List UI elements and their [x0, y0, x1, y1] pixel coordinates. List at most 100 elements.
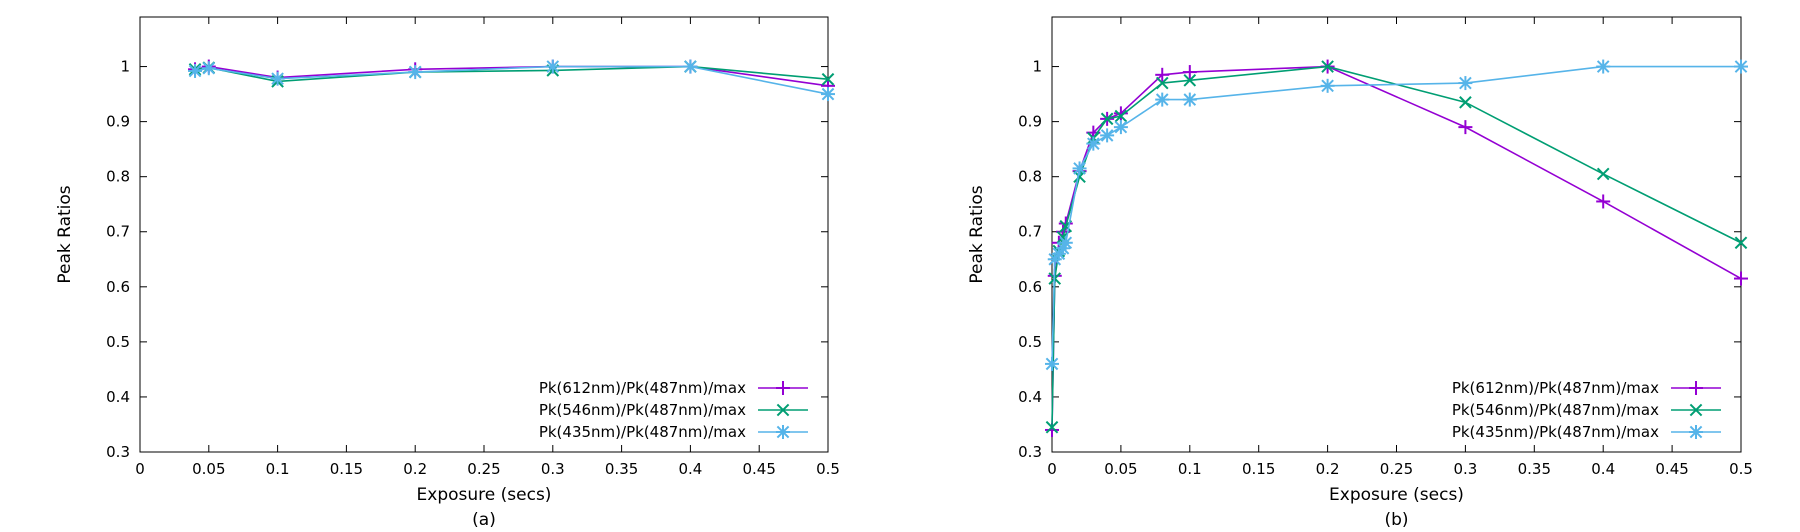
y-tick-label: 0.5	[106, 333, 130, 351]
x-tick-label: 0.3	[1453, 460, 1477, 478]
x-tick-label: 0.1	[1178, 460, 1202, 478]
y-tick-label: 1	[1032, 58, 1042, 76]
x-tick-label: 0.45	[1655, 460, 1688, 478]
x-tick-label: 0.45	[742, 460, 775, 478]
data-point	[1045, 356, 1059, 371]
x-tick-label: 0	[135, 460, 145, 478]
data-point	[1182, 65, 1197, 80]
y-tick-label: 0.9	[1018, 113, 1042, 131]
x-axis-title: Exposure (secs)	[417, 485, 552, 505]
legend-swatch-marker	[776, 403, 790, 417]
x-tick-label: 0.2	[1316, 460, 1340, 478]
chart-panel-b: 0 0.05 0.1 0.15 0.2 0.25 0.3 0.35 0.4 0.45 0.5 0.3 0…	[967, 16, 1753, 530]
data-point	[1114, 109, 1128, 123]
y-tick-label: 0.8	[106, 168, 130, 186]
legend-label: Pk(435nm)/Pk(487nm)/max	[539, 423, 746, 441]
y-tick-label: 0.4	[1018, 388, 1042, 406]
data-point	[1182, 92, 1197, 107]
series-3	[1045, 59, 1748, 371]
data-point	[1734, 236, 1748, 250]
series-line	[1051, 65, 1742, 428]
data-point	[1458, 76, 1473, 91]
y-axis-title: Peak Ratios	[55, 185, 75, 283]
y-tick-label: 1	[120, 58, 130, 76]
x-tick-label: 0.15	[1242, 460, 1275, 478]
data-point	[821, 87, 835, 102]
y-tick-label: 0.8	[1018, 168, 1042, 186]
legend-label: Pk(612nm)/Pk(487nm)/max	[539, 379, 746, 397]
data-point	[1459, 96, 1472, 109]
data-point	[1056, 241, 1071, 256]
y-tick-label: 0.7	[1018, 223, 1042, 241]
y-tick-label: 0.4	[106, 388, 130, 406]
x-tick-label: 0.3	[541, 460, 565, 478]
series-line	[1051, 65, 1741, 364]
legend-swatch-marker	[1689, 403, 1703, 417]
data-point	[545, 59, 560, 74]
x-tick-label: 0.1	[266, 460, 290, 478]
data-point	[1596, 59, 1611, 74]
x-tick-label: 0	[1047, 460, 1057, 478]
legend-swatch-marker	[1689, 381, 1703, 395]
legend-label: Pk(546nm)/Pk(487nm)/max	[1452, 401, 1659, 419]
data-point	[1100, 128, 1115, 143]
data-point	[821, 72, 835, 86]
x-tick-label: 0.35	[1518, 460, 1551, 478]
y-tick-label: 0.3	[106, 443, 130, 461]
legend-label: Pk(435nm)/Pk(487nm)/max	[1452, 423, 1659, 441]
legend-label: Pk(612nm)/Pk(487nm)/max	[1452, 379, 1659, 397]
x-tick-label: 0.25	[467, 460, 500, 478]
data-point	[1183, 74, 1197, 87]
x-axis-title: Exposure (secs)	[1329, 485, 1464, 505]
series-line	[1051, 65, 1742, 430]
x-tick-label: 0.5	[816, 460, 840, 478]
data-point	[1321, 60, 1334, 73]
data-point	[1072, 161, 1087, 176]
x-tick-label: 0.25	[1380, 460, 1413, 478]
y-tick-label: 0.6	[106, 278, 130, 296]
data-point	[1100, 112, 1114, 126]
legend: Pk(612nm)/Pk(487nm)/max Pk(546nm)/Pk(487n…	[1452, 379, 1721, 441]
series-2	[188, 60, 835, 88]
series-3	[188, 59, 835, 102]
data-point	[1155, 76, 1169, 90]
x-tick-label: 0.05	[192, 460, 225, 478]
series-line	[194, 65, 829, 87]
panel-caption: (b)	[1384, 510, 1408, 530]
data-point	[1734, 271, 1748, 286]
legend-swatch-marker	[1689, 425, 1703, 439]
x-tick-label: 0.05	[1104, 460, 1137, 478]
data-point	[1596, 167, 1610, 181]
y-axis-title: Peak Ratios	[967, 185, 987, 283]
x-tick-label: 0.2	[403, 460, 427, 478]
legend-swatch-marker	[776, 425, 790, 439]
x-tick-label: 0.35	[605, 460, 638, 478]
x-tick-label: 0.5	[1729, 460, 1753, 478]
y-tick-label: 0.5	[1018, 333, 1042, 351]
data-point	[1155, 92, 1170, 107]
data-point	[1320, 78, 1335, 93]
data-point	[1045, 420, 1059, 434]
y-tick-label: 0.6	[1018, 278, 1042, 296]
y-tick-label: 0.3	[1018, 443, 1042, 461]
data-point	[408, 65, 423, 80]
series-2	[1045, 60, 1748, 434]
data-point	[1113, 120, 1128, 135]
data-point	[1155, 67, 1170, 82]
data-point	[1596, 194, 1611, 209]
data-point	[1734, 59, 1748, 74]
panel-caption: (a)	[472, 510, 496, 530]
chart-panel-a: 0 0.05 0.1 0.15 0.2 0.25 0.3 0.35 0.4 0.45 0.5 0.3 0…	[55, 16, 840, 530]
x-tick-label: 0.4	[1591, 460, 1615, 478]
data-point	[188, 63, 203, 78]
data-point	[683, 59, 698, 74]
legend-swatch-marker	[776, 381, 790, 395]
y-tick-label: 0.7	[106, 223, 130, 241]
legend: Pk(612nm)/Pk(487nm)/max Pk(546nm)/Pk(487n…	[539, 379, 808, 441]
data-point	[1086, 136, 1101, 151]
x-tick-label: 0.4	[678, 460, 702, 478]
legend-label: Pk(546nm)/Pk(487nm)/max	[539, 401, 746, 419]
data-point	[1458, 120, 1473, 135]
x-tick-label: 0.15	[330, 460, 363, 478]
